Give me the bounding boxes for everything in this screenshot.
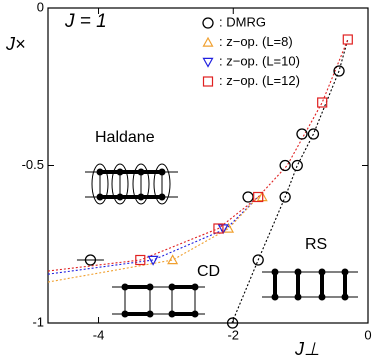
- haldane-ladder: [85, 163, 178, 205]
- marker: [147, 255, 159, 266]
- marker: [253, 191, 264, 203]
- legend-label: : z−op. (L=10): [219, 53, 300, 68]
- y-tick-label: 0: [37, 0, 44, 14]
- marker: [242, 191, 254, 203]
- rs-ladder: [262, 268, 358, 301]
- x-tick-label: 0: [364, 327, 371, 342]
- legend-marker: [202, 36, 214, 47]
- legend-label: : z−op. (L=12): [219, 73, 300, 88]
- legend-marker: [202, 76, 214, 87]
- annotation: Haldane: [95, 129, 155, 146]
- marker: [317, 97, 328, 108]
- y-tick-label: -0.5: [22, 157, 44, 172]
- marker: [252, 254, 264, 266]
- annotation: CD: [197, 263, 220, 280]
- legend-marker: [202, 57, 214, 68]
- y-axis-label: J×: [5, 34, 26, 54]
- guide-line: [47, 39, 349, 272]
- annotation: J = 1: [64, 11, 107, 32]
- marker: [307, 128, 320, 140]
- x-tick-label: -2: [227, 327, 239, 342]
- marker: [213, 223, 224, 234]
- cd-ladder: [112, 283, 205, 318]
- marker: [84, 254, 97, 266]
- legend-marker: [202, 17, 214, 29]
- legend-label: : DMRG: [219, 14, 266, 29]
- marker: [167, 254, 179, 265]
- marker: [342, 34, 353, 45]
- x-axis-label: J⊥: [294, 339, 320, 359]
- y-tick-label: -1: [32, 314, 44, 329]
- guide-line: [47, 196, 259, 275]
- guide-line: [47, 196, 259, 283]
- x-tick-label: -4: [93, 327, 105, 342]
- marker: [135, 254, 146, 266]
- marker: [291, 159, 303, 172]
- annotation: RS: [305, 236, 327, 253]
- marker: [279, 191, 291, 203]
- legend-label: : z−op. (L=8): [219, 34, 293, 49]
- marker: [226, 317, 239, 329]
- marker: [296, 128, 308, 140]
- marker: [279, 159, 291, 172]
- marker: [333, 65, 345, 77]
- guide-line: [231, 39, 349, 324]
